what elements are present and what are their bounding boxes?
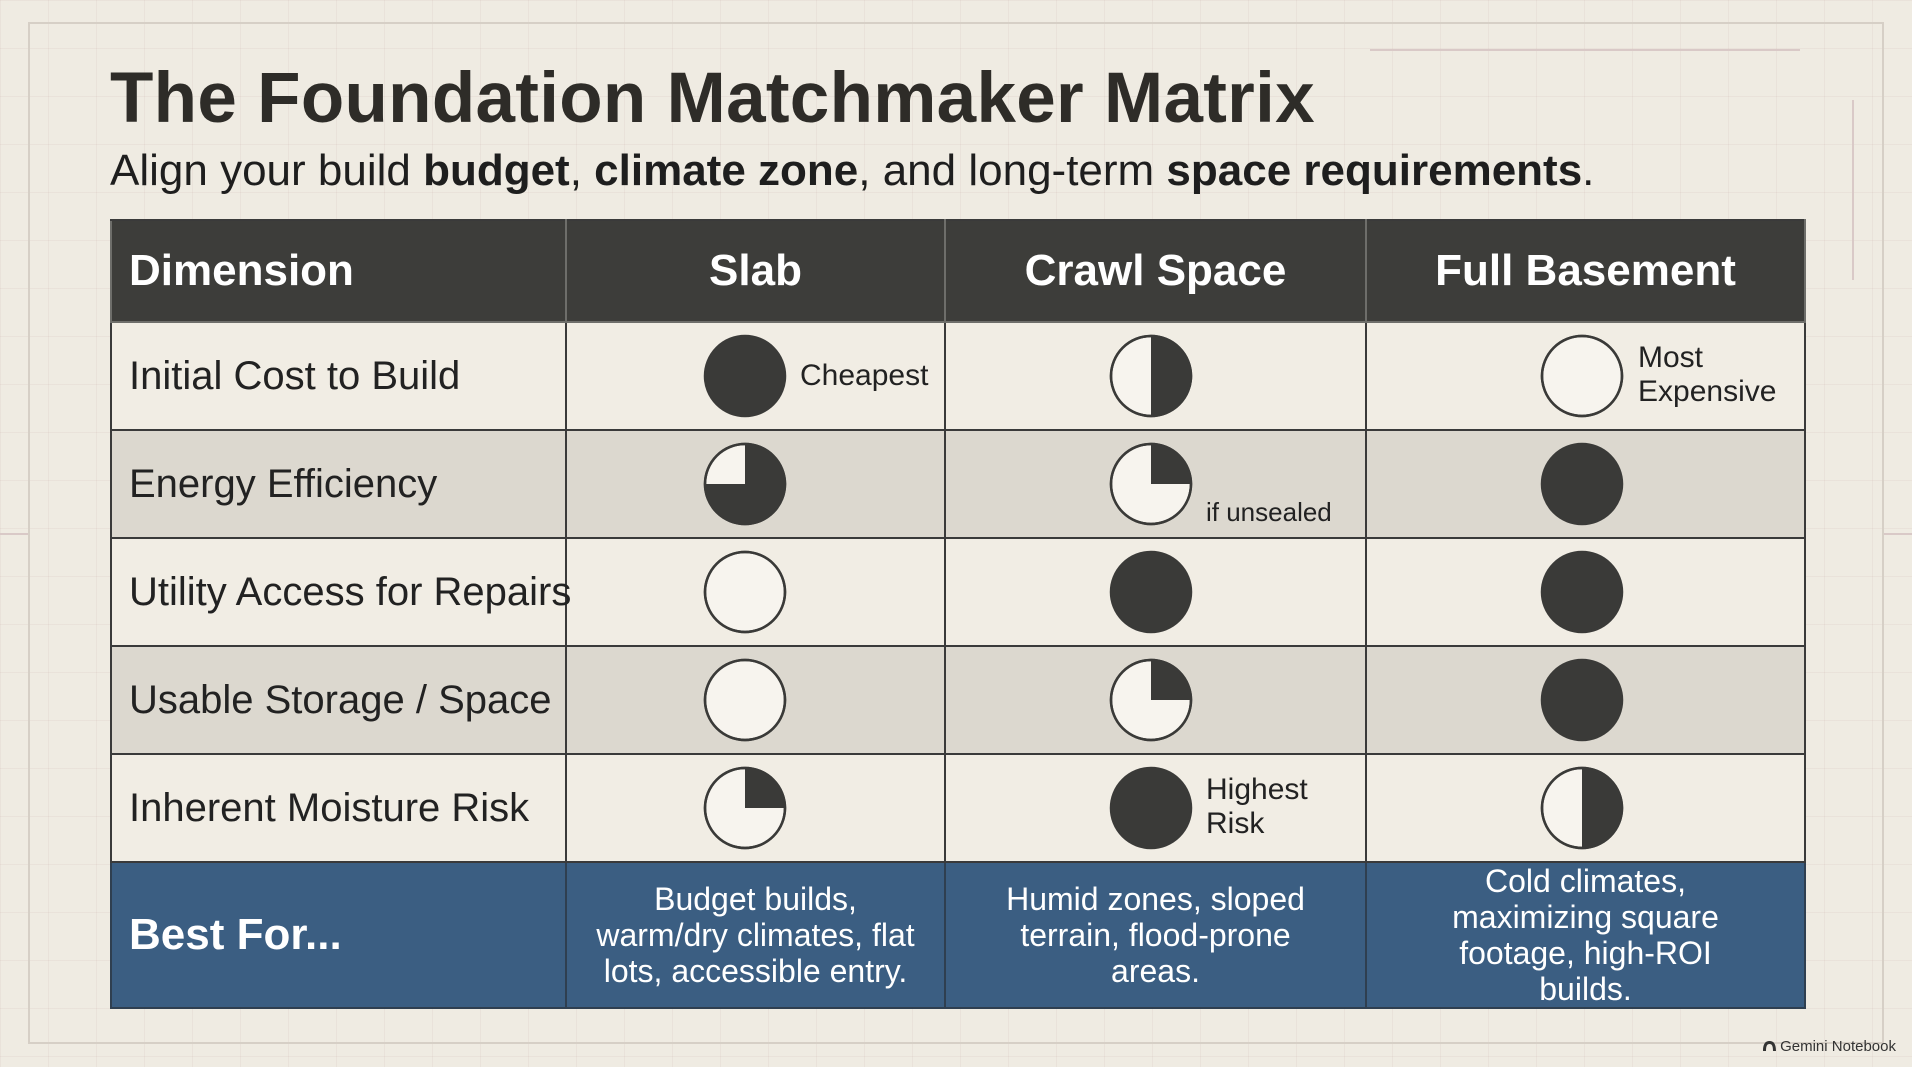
row-label: Initial Cost to Build [110,321,567,431]
row-label: Energy Efficiency [110,429,567,539]
page-subtitle: Align your build budget, climate zone, a… [110,146,1595,195]
rating-cell [565,537,946,647]
rating-cell: Highest Risk [944,753,1367,863]
edge-mark [0,533,28,535]
header-dimension: Dimension [110,219,567,323]
rating-cell [565,645,946,755]
rating-cell [1365,429,1806,539]
rating-cell [1365,753,1806,863]
cell-note: if unsealed [1206,497,1332,527]
harvey-ball-icon [703,550,787,634]
harvey-ball-icon [1109,442,1193,526]
harvey-ball-icon [1540,550,1624,634]
row-label: Inherent Moisture Risk [110,753,567,863]
rating-cell [1365,645,1806,755]
harvey-ball-icon [703,766,787,850]
row-label: Utility Access for Repairs [110,537,571,647]
rating-cell [944,537,1367,647]
row-label: Usable Storage / Space [110,645,567,755]
best-for-label: Best For... [110,861,567,1009]
brand-watermark: Gemini Notebook [1762,1038,1896,1055]
corner-mark [1852,100,1854,280]
rating-cell [944,321,1367,431]
rating-cell [1365,537,1806,647]
best-for-slab: Budget builds, warm/dry climates, flat l… [565,861,946,1009]
table-row: Energy Efficiency if unsealed [110,429,1806,539]
table-row: Utility Access for Repairs [110,537,1806,647]
best-for-crawl-space: Humid zones, sloped terrain, flood-prone… [944,861,1367,1009]
harvey-ball-icon [1109,658,1193,742]
harvey-ball-icon [1109,550,1193,634]
best-for-full-basement: Cold climates, maximizing square footage… [1365,861,1806,1009]
header-row: Dimension Slab Crawl Space Full Basement [110,219,1806,323]
rating-cell [565,753,946,863]
notebook-logo-icon [1763,1041,1777,1051]
edge-mark [1884,533,1912,535]
header-slab: Slab [565,219,946,323]
rating-cell: Most Expensive [1365,321,1806,431]
table-row: Initial Cost to Build Cheapest Most Expe… [110,321,1806,431]
rating-cell [944,645,1367,755]
cell-note: Most Expensive [1638,341,1777,408]
page-frame [28,22,1884,1044]
table-row: Inherent Moisture Risk Highest Risk [110,753,1806,863]
harvey-ball-icon [1540,442,1624,526]
harvey-ball-icon [703,658,787,742]
harvey-ball-icon [703,442,787,526]
cell-note: Cheapest [800,359,929,392]
best-for-row: Best For... Budget builds, warm/dry clim… [110,861,1806,1009]
rating-cell [565,429,946,539]
header-full-basement: Full Basement [1365,219,1806,323]
harvey-ball-icon [703,334,787,418]
rating-cell: Cheapest [565,321,946,431]
table-row: Usable Storage / Space [110,645,1806,755]
cell-note: Highest Risk [1206,773,1308,840]
page-title: The Foundation Matchmaker Matrix [110,59,1315,138]
rating-cell: if unsealed [944,429,1367,539]
harvey-ball-icon [1109,334,1193,418]
foundation-matrix: Dimension Slab Crawl Space Full Basement… [110,219,1806,1009]
corner-mark [1370,49,1800,51]
harvey-ball-icon [1109,766,1193,850]
harvey-ball-icon [1540,658,1624,742]
harvey-ball-icon [1540,766,1624,850]
harvey-ball-icon [1540,334,1624,418]
header-crawl-space: Crawl Space [944,219,1367,323]
